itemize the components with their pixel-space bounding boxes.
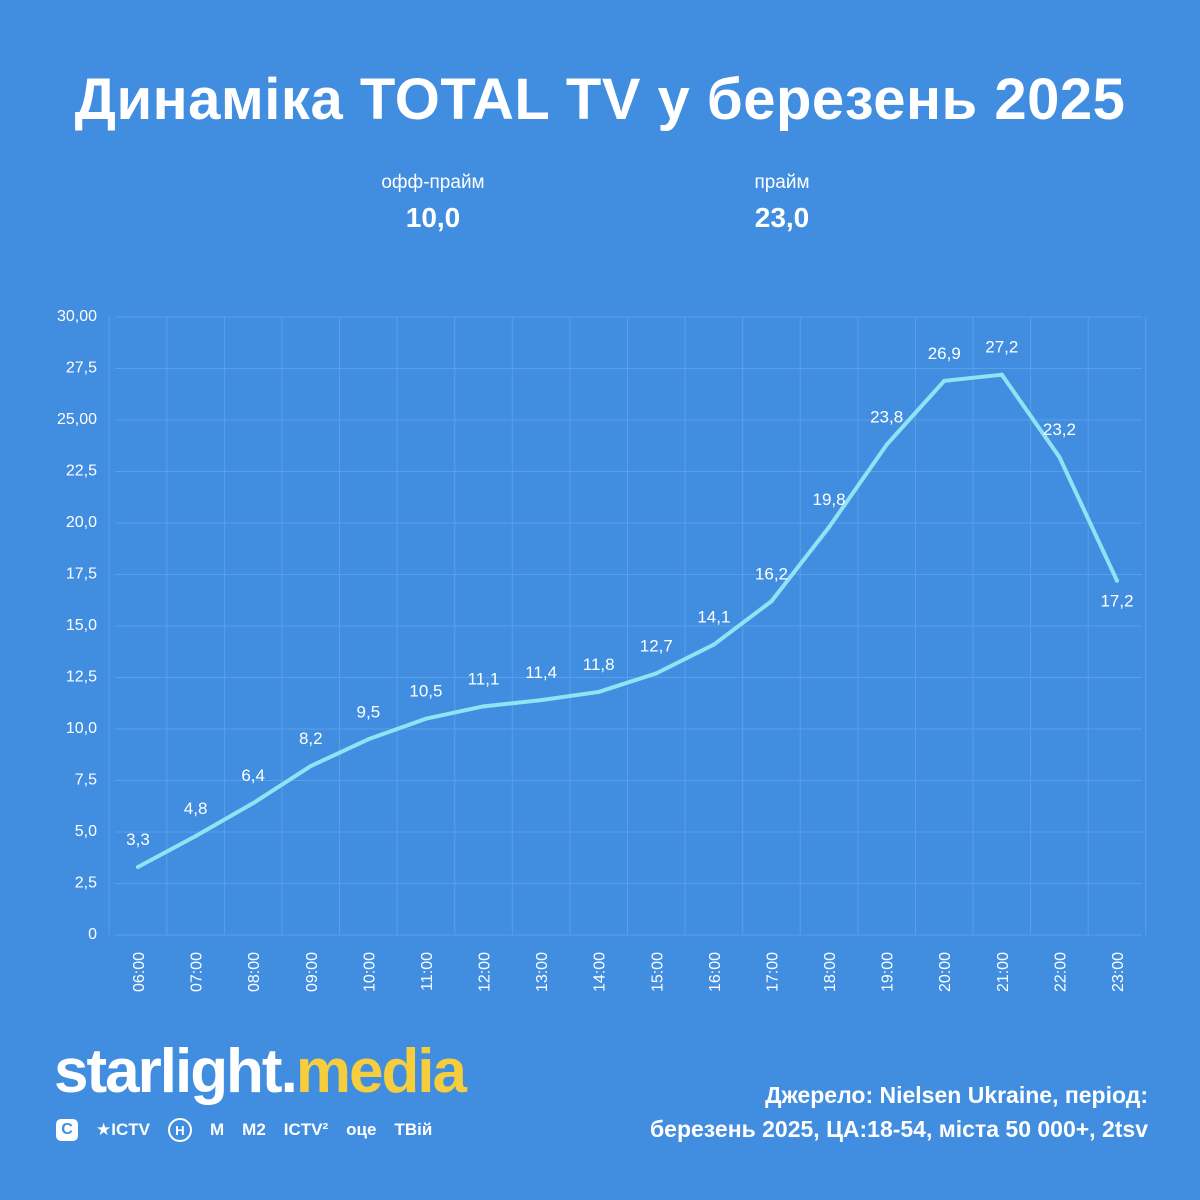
y-tick-label: 10,0 (66, 720, 97, 737)
data-point (136, 865, 140, 870)
kpi-off-prime: офф-прайм 10,0 (323, 172, 543, 234)
x-tick-label: 13:00 (534, 952, 551, 992)
data-label: 11,8 (583, 655, 615, 674)
channel-logo-m2: М2 (242, 1120, 266, 1139)
x-tick-label: 19:00 (880, 952, 897, 992)
data-label: 19,8 (813, 490, 846, 509)
y-tick-label: 17,5 (66, 566, 97, 583)
source-line-2: березень 2025, ЦА:18-54, міста 50 000+, … (649, 1116, 1148, 1142)
kpi-prime-label: прайм (754, 172, 810, 193)
y-tick-label: 2,5 (75, 875, 97, 892)
x-tick-label: 21:00 (995, 952, 1012, 992)
kpi-prime: прайм 23,0 (672, 172, 892, 234)
data-point (769, 599, 774, 604)
channel-logo-novyi: Н (167, 1118, 192, 1142)
data-label: 9,5 (357, 702, 381, 721)
brand-logo: starlight.media (54, 1036, 467, 1107)
x-tick-label: 15:00 (649, 952, 666, 992)
channel-logo-m1: М (209, 1120, 225, 1139)
x-tick-label: 14:00 (592, 952, 609, 992)
data-label: 4,8 (184, 799, 208, 818)
data-label: 12,7 (640, 636, 673, 655)
x-tick-label: 07:00 (189, 952, 206, 992)
data-label: 26,9 (928, 344, 961, 363)
data-point (942, 378, 947, 383)
channel-logos: С ★ICTV Н М М2 ICTV² оце ТВій (56, 1118, 432, 1142)
data-point (193, 834, 198, 839)
brand-name: starlight (54, 1037, 283, 1106)
data-point (481, 704, 486, 709)
data-point (539, 698, 544, 703)
data-point (1057, 455, 1062, 460)
x-tick-label: 06:00 (131, 952, 148, 992)
x-tick-label: 12:00 (477, 952, 494, 992)
data-label: 11,1 (468, 669, 500, 688)
y-tick-label: 30,00 (57, 308, 97, 325)
data-point (884, 442, 889, 447)
data-label: 16,2 (755, 564, 788, 583)
x-tick-label: 10:00 (361, 952, 378, 992)
brand-suffix: media (295, 1037, 467, 1106)
data-point (423, 716, 428, 721)
data-label: 8,2 (299, 729, 323, 748)
y-tick-label: 25,00 (57, 411, 97, 428)
x-tick-label: 18:00 (822, 952, 839, 992)
data-label: 6,4 (241, 766, 265, 785)
data-label: 10,5 (409, 682, 442, 701)
y-tick-label: 12,5 (66, 669, 97, 686)
y-tick-label: 5,0 (75, 823, 97, 840)
channel-logo-tviy: ТВій (394, 1120, 433, 1139)
source-note: Джерело: Nielsen Ukraine, період: березе… (650, 1078, 1148, 1146)
data-point (999, 372, 1004, 377)
kpi-off-prime-value: 10,0 (405, 202, 461, 233)
kpi-prime-value: 23,0 (754, 202, 810, 233)
x-tick-label: 16:00 (707, 952, 724, 992)
y-tick-label: 15,0 (66, 617, 97, 634)
x-tick-label: 22:00 (1052, 952, 1069, 992)
x-tick-label: 11:00 (419, 952, 436, 991)
kpi-off-prime-label: офф-прайм (381, 172, 485, 193)
data-point (711, 642, 716, 647)
y-tick-label: 0 (88, 926, 97, 943)
brand-dot: . (280, 1037, 298, 1106)
series-line (136, 372, 1119, 870)
x-tick-label: 17:00 (764, 952, 781, 992)
data-label: 17,2 (1100, 592, 1133, 611)
channel-logo-ictv-text: ICTV (111, 1120, 150, 1139)
data-point (308, 764, 313, 769)
data-point (596, 689, 601, 694)
data-label: 14,1 (697, 608, 730, 627)
channel-logo-otse: оце (346, 1120, 377, 1139)
data-point (366, 737, 371, 742)
x-tick-label: 08:00 (246, 952, 263, 992)
data-label: 27,2 (985, 338, 1018, 357)
y-tick-label: 27,5 (66, 360, 97, 377)
y-tick-label: 7,5 (75, 772, 97, 789)
data-point (827, 525, 832, 530)
data-label: 11,4 (525, 663, 557, 682)
channel-logo-ictv2: ICTV² (283, 1120, 329, 1139)
channel-logo-c: С (56, 1119, 78, 1141)
data-label: 23,8 (870, 408, 903, 427)
channel-logo-ictv: ★ICTV (96, 1120, 150, 1139)
data-label: 3,3 (126, 830, 150, 849)
data-point (1115, 578, 1119, 583)
x-tick-label: 09:00 (304, 952, 321, 992)
y-tick-label: 20,0 (66, 514, 97, 531)
y-tick-label: 22,5 (66, 463, 97, 480)
data-point (251, 801, 256, 806)
source-line-1: Джерело: Nielsen Ukraine, період: (765, 1082, 1148, 1108)
x-tick-label: 20:00 (937, 952, 954, 992)
x-tick-label: 23:00 (1110, 952, 1127, 992)
data-point (654, 671, 659, 676)
chart-title: Динаміка TOTAL TV у березень 2025 (74, 67, 1126, 132)
data-label: 23,2 (1043, 420, 1076, 439)
